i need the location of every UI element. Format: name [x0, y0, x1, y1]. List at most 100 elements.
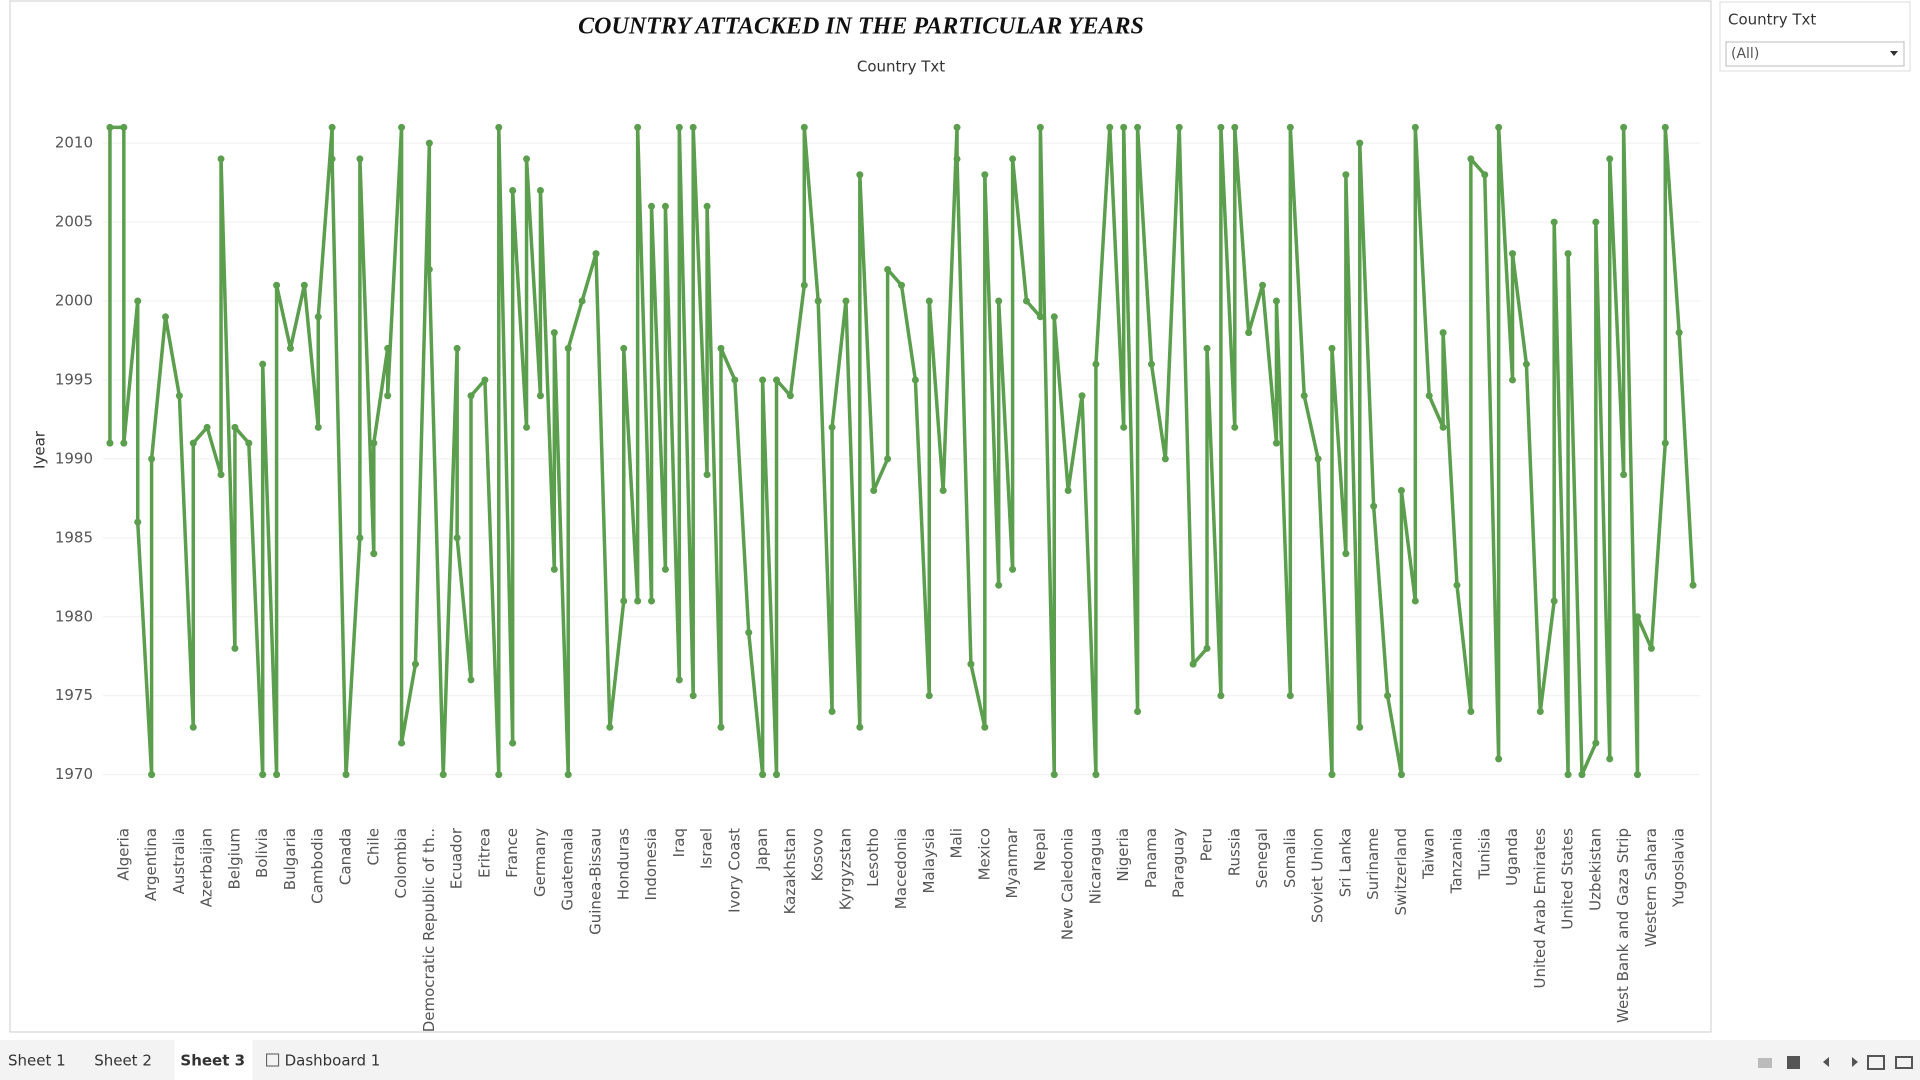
x-tick-label: Ecuador — [448, 827, 466, 889]
tab[interactable]: Sheet 1 — [8, 1052, 66, 1070]
x-tick-label: Eritrea — [475, 828, 493, 878]
point — [1689, 581, 1697, 589]
point — [161, 313, 169, 321]
x-tick-label: United States — [1559, 828, 1577, 930]
point — [773, 771, 781, 779]
point — [106, 439, 114, 447]
y-tick-label: 1970 — [55, 765, 93, 783]
point — [314, 313, 322, 321]
point — [259, 360, 267, 368]
y-tick-label: 1990 — [55, 449, 93, 467]
point — [1467, 707, 1475, 715]
point — [1328, 344, 1336, 352]
point — [745, 629, 753, 637]
point — [828, 423, 836, 431]
point — [731, 376, 739, 384]
point — [634, 123, 642, 131]
point — [1578, 771, 1586, 779]
x-tick-label: Canada — [337, 828, 355, 885]
x-tick-label: Uzbekistan — [1586, 828, 1604, 911]
point — [356, 534, 364, 542]
point — [1203, 344, 1211, 352]
tab[interactable]: Sheet 3 — [180, 1052, 245, 1070]
x-tick-label: Malaysia — [920, 828, 938, 894]
point — [411, 660, 419, 668]
point — [564, 771, 572, 779]
point — [1495, 123, 1503, 131]
point — [217, 471, 225, 479]
point — [1620, 123, 1628, 131]
filter-value[interactable]: (All) — [1731, 46, 1759, 62]
point — [1370, 502, 1378, 510]
tab[interactable]: Sheet 2 — [94, 1052, 152, 1070]
point — [1356, 723, 1364, 731]
chart-title: COUNTRY ATTACKED IN THE PARTICULAR YEARS — [578, 14, 1144, 40]
y-axis-label: Iyear — [31, 430, 49, 469]
point — [898, 281, 905, 289]
tab-bar — [0, 1040, 1920, 1080]
point — [550, 565, 558, 573]
point — [398, 123, 406, 131]
point — [1592, 218, 1600, 226]
point — [1064, 486, 1072, 494]
x-tick-label: Israel — [698, 828, 716, 869]
x-tick-label: Argentina — [142, 828, 160, 901]
point — [661, 565, 669, 573]
point — [342, 771, 350, 779]
point — [1606, 755, 1614, 763]
point — [981, 171, 989, 179]
filter-dropdown[interactable] — [1725, 41, 1905, 67]
point — [1231, 123, 1239, 131]
point — [523, 155, 531, 163]
point — [1425, 392, 1433, 400]
point — [1675, 329, 1683, 337]
point — [1286, 123, 1294, 131]
point — [592, 250, 600, 258]
point — [759, 376, 767, 384]
x-tick-label: Kazakhstan — [781, 828, 799, 914]
x-tick-label: Western Sahara — [1642, 828, 1660, 947]
point — [1078, 392, 1086, 400]
x-tick-label: Ivory Coast — [725, 828, 743, 913]
point — [495, 123, 503, 131]
point — [1231, 423, 1239, 431]
point — [953, 123, 961, 131]
point — [495, 771, 503, 779]
point — [884, 265, 892, 273]
point — [675, 123, 683, 131]
x-tick-label: Nicaragua — [1086, 828, 1104, 904]
point — [689, 123, 697, 131]
point — [1217, 123, 1225, 131]
point — [217, 155, 225, 163]
x-tick-label: Nepal — [1031, 828, 1049, 871]
point — [1245, 329, 1253, 337]
point — [1161, 455, 1169, 463]
point — [1481, 171, 1489, 179]
point — [1411, 123, 1419, 131]
point — [717, 723, 725, 731]
x-tick-label: Uganda — [1503, 828, 1521, 886]
x-tick-label: Yugoslavia — [1670, 828, 1688, 908]
point — [1147, 360, 1155, 368]
point — [1634, 613, 1642, 621]
x-tick-label: Mali — [948, 828, 966, 858]
point — [1050, 771, 1058, 779]
point — [1175, 123, 1183, 131]
point — [1189, 660, 1197, 668]
point — [828, 707, 836, 715]
point — [606, 723, 614, 731]
tab[interactable]: Dashboard 1 — [285, 1052, 381, 1070]
point — [286, 344, 294, 352]
point — [939, 486, 947, 494]
point — [1606, 155, 1614, 163]
point — [1036, 123, 1044, 131]
point — [481, 376, 489, 384]
point — [925, 692, 933, 700]
point — [1328, 771, 1336, 779]
point — [800, 281, 808, 289]
point — [245, 439, 253, 447]
point — [773, 376, 781, 384]
point — [1509, 376, 1517, 384]
point — [189, 439, 197, 447]
point — [370, 439, 378, 447]
